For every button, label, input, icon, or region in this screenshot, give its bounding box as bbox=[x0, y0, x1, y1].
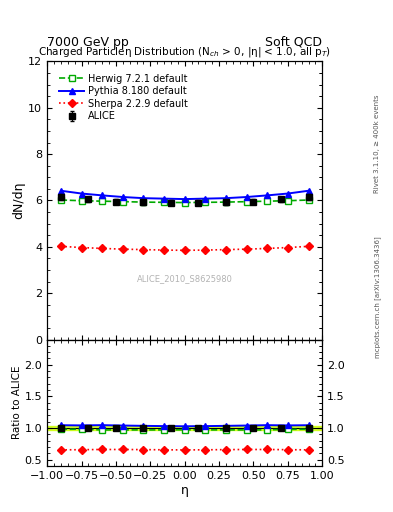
Herwig 7.2.1 default bbox=[141, 199, 146, 205]
Line: Pythia 8.180 default: Pythia 8.180 default bbox=[57, 187, 312, 203]
Pythia 8.180 default bbox=[224, 195, 228, 201]
Herwig 7.2.1 default bbox=[306, 197, 311, 203]
Herwig 7.2.1 default bbox=[224, 199, 228, 205]
Pythia 8.180 default bbox=[141, 195, 146, 201]
Pythia 8.180 default bbox=[265, 193, 270, 199]
Herwig 7.2.1 default bbox=[285, 198, 290, 204]
Sherpa 2.2.9 default bbox=[265, 245, 270, 251]
Text: mcplots.cern.ch [arXiv:1306.3436]: mcplots.cern.ch [arXiv:1306.3436] bbox=[374, 236, 381, 358]
Pythia 8.180 default bbox=[79, 190, 84, 197]
Sherpa 2.2.9 default bbox=[224, 247, 228, 253]
Line: Sherpa 2.2.9 default: Sherpa 2.2.9 default bbox=[58, 244, 311, 253]
Y-axis label: Ratio to ALICE: Ratio to ALICE bbox=[12, 366, 22, 439]
Sherpa 2.2.9 default bbox=[100, 245, 105, 251]
Sherpa 2.2.9 default bbox=[182, 247, 187, 253]
Herwig 7.2.1 default bbox=[203, 199, 208, 205]
Pythia 8.180 default bbox=[306, 188, 311, 194]
Herwig 7.2.1 default bbox=[120, 199, 125, 205]
Pythia 8.180 default bbox=[59, 188, 63, 194]
X-axis label: η: η bbox=[181, 483, 189, 497]
Pythia 8.180 default bbox=[244, 194, 249, 200]
Text: Charged Particleη Distribution (N$_{ch}$ > 0, |η| < 1.0, all p$_T$): Charged Particleη Distribution (N$_{ch}$… bbox=[38, 45, 331, 59]
Line: Herwig 7.2.1 default: Herwig 7.2.1 default bbox=[58, 197, 311, 205]
Sherpa 2.2.9 default bbox=[141, 247, 146, 253]
Sherpa 2.2.9 default bbox=[120, 246, 125, 252]
Pythia 8.180 default bbox=[162, 196, 167, 202]
Sherpa 2.2.9 default bbox=[244, 246, 249, 252]
Legend: Herwig 7.2.1 default, Pythia 8.180 default, Sherpa 2.2.9 default, ALICE: Herwig 7.2.1 default, Pythia 8.180 defau… bbox=[57, 72, 189, 123]
Herwig 7.2.1 default bbox=[244, 199, 249, 205]
Pythia 8.180 default bbox=[182, 196, 187, 202]
Pythia 8.180 default bbox=[120, 194, 125, 200]
Sherpa 2.2.9 default bbox=[162, 247, 167, 253]
Pythia 8.180 default bbox=[100, 193, 105, 199]
Herwig 7.2.1 default bbox=[59, 197, 63, 203]
Herwig 7.2.1 default bbox=[182, 200, 187, 206]
Sherpa 2.2.9 default bbox=[79, 244, 84, 250]
Herwig 7.2.1 default bbox=[79, 198, 84, 204]
Sherpa 2.2.9 default bbox=[285, 244, 290, 250]
Herwig 7.2.1 default bbox=[265, 198, 270, 204]
Sherpa 2.2.9 default bbox=[59, 243, 63, 249]
Herwig 7.2.1 default bbox=[162, 199, 167, 205]
Y-axis label: dN/dη: dN/dη bbox=[13, 182, 26, 219]
Text: ALICE_2010_S8625980: ALICE_2010_S8625980 bbox=[137, 274, 233, 283]
Pythia 8.180 default bbox=[285, 190, 290, 197]
Text: Soft QCD: Soft QCD bbox=[265, 36, 322, 49]
Pythia 8.180 default bbox=[203, 196, 208, 202]
Text: Rivet 3.1.10, ≥ 400k events: Rivet 3.1.10, ≥ 400k events bbox=[374, 94, 380, 193]
Sherpa 2.2.9 default bbox=[306, 243, 311, 249]
Bar bbox=[47, 426, 322, 430]
Text: 7000 GeV pp: 7000 GeV pp bbox=[47, 36, 129, 49]
Herwig 7.2.1 default bbox=[100, 198, 105, 204]
Sherpa 2.2.9 default bbox=[203, 247, 208, 253]
